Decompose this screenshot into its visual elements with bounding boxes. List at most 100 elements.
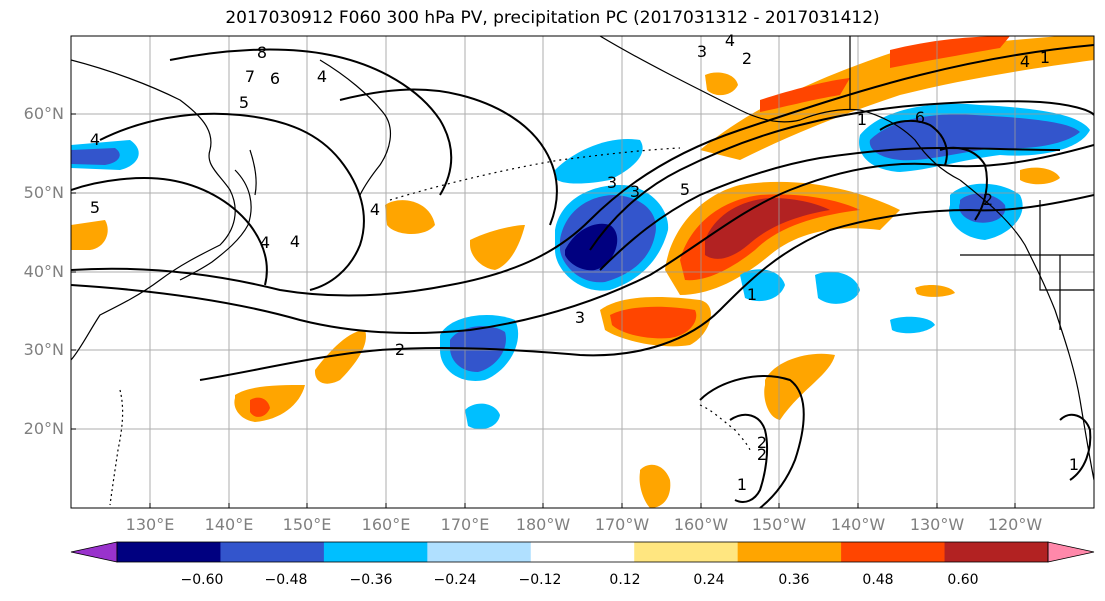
contour-label: 4 [90,130,100,149]
contour-label: 3 [630,182,640,201]
precip-positive-band-ne [700,36,1094,160]
precip-positive-s6 [764,353,835,420]
lat-label: 60°N [23,104,64,123]
pv-contour-14 [939,146,988,221]
contour-label: 5 [680,180,690,199]
coast-japan [179,169,252,281]
precip-negative-s4 [740,269,785,302]
colorbar-segment [427,542,532,562]
lon-label: 150°W [751,515,807,534]
pv-contour-2 [71,144,1094,334]
precip-negative-north [555,139,643,184]
contour-label: 4 [260,233,270,252]
precip-negative-s2 [465,403,500,430]
contour-label: 5 [239,93,249,112]
lon-label: 120°W [987,515,1043,534]
contour-label: 6 [915,108,925,127]
contour-label: 1 [737,475,747,494]
precip-positive-core-ne [890,36,1010,68]
coast-alaska [599,36,961,181]
contour-label: 5 [90,198,100,217]
contour-label: 2 [757,445,767,464]
pv-contour-9 [599,146,1061,271]
pv-contour-13 [879,119,948,166]
contour-label: 2 [983,190,993,209]
contour-label: 1 [1040,48,1050,67]
contour-label: 4 [1020,52,1030,71]
contour-label: 3 [697,42,707,61]
lat-label: 20°N [23,419,64,438]
colorbar-segment [323,542,428,562]
map-title: 2017030912 F060 300 hPa PV, precipitatio… [225,8,880,28]
lon-label: 180°W [515,515,571,534]
colorbar-extend-low [70,541,118,563]
colorbar-tick: 0.48 [862,572,894,588]
pv-contour-5 [99,112,365,291]
coast-philippines [109,389,124,506]
contour-label: 4 [370,200,380,219]
pv-contour-7 [339,88,558,226]
colorbar-segment [634,542,739,562]
colorbar-segment [220,542,325,562]
lon-label: 170°E [440,515,490,534]
contour-label: 8 [257,43,267,62]
precip-positive-w2 [71,220,108,250]
lat-label: 30°N [23,340,64,359]
lon-label: 150°E [282,515,332,534]
colorbar-tick: −0.60 [180,572,224,588]
pv-contour-1 [71,44,1094,297]
precip-positive-s7 [639,464,671,508]
contour-label: 4 [725,31,735,50]
colorbar-segment [944,542,1049,562]
precip-positive-central-max [705,198,830,259]
precip-negative-w-core [71,148,120,165]
contour-label: 1 [747,285,757,304]
coast-sakhalin [249,149,257,196]
lon-label: 170°W [594,515,650,534]
contour-label: 4 [317,67,327,86]
pv-contour-11 [699,375,805,508]
colorbar-tick: 0.24 [693,572,725,588]
contour-label: 1 [1069,455,1079,474]
coast-north-america [959,179,1094,481]
contour-label: 3 [607,173,617,192]
precip-positive-ne2 [705,72,738,96]
precip-positive-e2 [1020,167,1060,185]
colorbar-tick: 0.12 [609,572,641,588]
contour-label: 7 [245,67,255,86]
coast-asia [71,59,236,361]
coast-hawaii [699,404,751,451]
contour-label: 6 [270,69,280,88]
contour-label: 2 [757,433,767,452]
contour-label: 1 [857,110,867,129]
precip-positive-sw-core [250,397,270,417]
contour-label: 2 [742,49,752,68]
precip-positive-w1 [385,200,435,235]
colorbar-segment [841,542,946,562]
coast-kamchatka [319,59,392,196]
precip-positive-mid [315,330,366,384]
precip-positive-e1 [470,225,525,270]
axis-ticks [71,113,1016,508]
contour-label: 3 [575,308,585,327]
precip-positive-south-core [610,306,697,339]
contour-label: 2 [395,340,405,359]
colorbar-tick: 0.36 [778,572,810,588]
colorbar-frame [116,541,1049,563]
colorbar-tick: −0.48 [264,572,308,588]
colorbar-tick: −0.24 [433,572,477,588]
precip-negative-s5 [890,316,935,334]
pv-contour-3 [199,194,1094,381]
colorbar-segment [530,542,635,562]
pv-contours [71,44,1094,508]
contour-labels: 8 7 6 4 5 4 5 4 3 4 2 5 3 3 3 2 4 4 2 1 … [90,31,1079,494]
lon-label: 140°W [830,515,886,534]
lon-label: 130°W [909,515,965,534]
pv-contour-10 [729,413,769,503]
lat-label: 50°N [23,183,64,202]
contour-label: 4 [290,232,300,251]
lon-label: 130°E [125,515,175,534]
colorbar-segments [70,541,1095,563]
